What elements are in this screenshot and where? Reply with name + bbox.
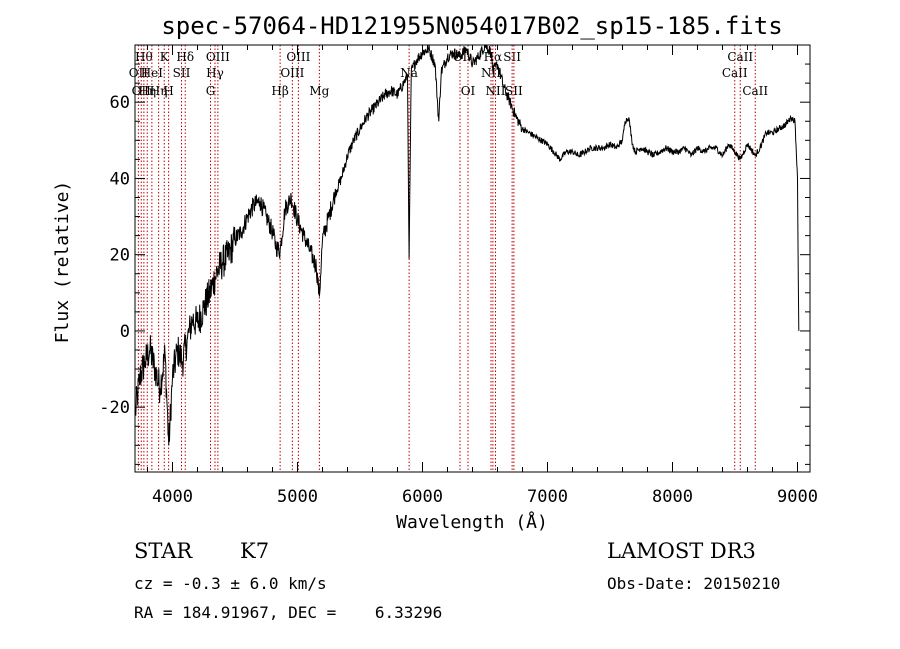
spectral-line-markers: OIIOIIHθHηHeIHηKHSIIHδGHγOIIIHβOIIIOIIIM… — [129, 45, 768, 472]
line-marker-label-10: G — [206, 84, 216, 98]
line-marker-label-23: SII — [503, 50, 521, 64]
line-marker-label-5: Hη — [150, 84, 168, 98]
line-marker-label-14: OIII — [280, 66, 304, 80]
line-marker-label-6: K — [160, 50, 170, 64]
y-tick-label-3: 40 — [110, 169, 130, 189]
line-marker-label-13: Hβ — [271, 84, 288, 98]
x-tick-label-1: 5000 — [277, 487, 318, 507]
series-layer — [135, 45, 800, 446]
y-tick-label-1: 0 — [120, 322, 130, 342]
line-marker-label-15: OIII — [286, 50, 310, 64]
x-tick-label-2: 6000 — [402, 487, 443, 507]
line-marker-label-16: Mg — [309, 84, 329, 98]
object-subclass: K7 — [240, 539, 270, 563]
line-marker-label-1: OII — [132, 84, 152, 98]
line-marker-label-19: OI — [461, 84, 476, 98]
object-class: STAR — [134, 539, 193, 563]
line-marker-label-9: Hδ — [176, 50, 194, 64]
x-tick-label-5: 9000 — [777, 487, 818, 507]
chart-title: spec-57064-HD121955N054017B02_sp15-185.f… — [161, 12, 782, 40]
observation-date: Obs-Date: 20150210 — [607, 574, 781, 593]
redshift-text: cz = -0.3 ± 6.0 km/s — [134, 574, 327, 593]
line-marker-label-11: Hγ — [206, 66, 224, 80]
line-marker-label-25: CaII — [722, 66, 748, 80]
line-marker-label-17: Na — [400, 66, 418, 80]
line-marker-label-4: HeI — [141, 66, 164, 80]
line-marker-label-24: SII — [505, 84, 523, 98]
x-tick-label-3: 7000 — [527, 487, 568, 507]
y-tick-label-0: -20 — [99, 398, 130, 418]
line-marker-label-22: NII — [486, 84, 506, 98]
plot-frame — [134, 44, 811, 473]
line-marker-label-26: CaII — [727, 50, 753, 64]
coordinates-text: RA = 184.91967, DEC = 6.33296 — [134, 603, 443, 622]
axes: 4000 5000 6000 7000 8000 9000 -20 0 20 40 60 — [99, 44, 818, 507]
y-tick-label-4: 60 — [110, 93, 130, 113]
survey-name: LAMOST DR3 — [607, 539, 756, 563]
line-marker-label-8: SII — [173, 66, 191, 80]
line-marker-label-21: Hα — [484, 50, 503, 64]
line-marker-label-2: Hθ — [135, 50, 153, 64]
line-marker-label-12: OIII — [206, 50, 230, 64]
x-axis-label: Wavelength (Å) — [396, 511, 548, 533]
line-marker-label-27: CaII — [742, 84, 768, 98]
series-line-spectrum — [135, 45, 800, 446]
x-tick-label-0: 4000 — [152, 487, 193, 507]
y-tick-label-2: 20 — [110, 246, 130, 266]
x-tick-label-4: 8000 — [652, 487, 693, 507]
line-marker-label-20: NII — [481, 66, 501, 80]
line-marker-label-7: H — [163, 84, 173, 98]
y-axis-label: Flux (relative) — [52, 181, 73, 344]
